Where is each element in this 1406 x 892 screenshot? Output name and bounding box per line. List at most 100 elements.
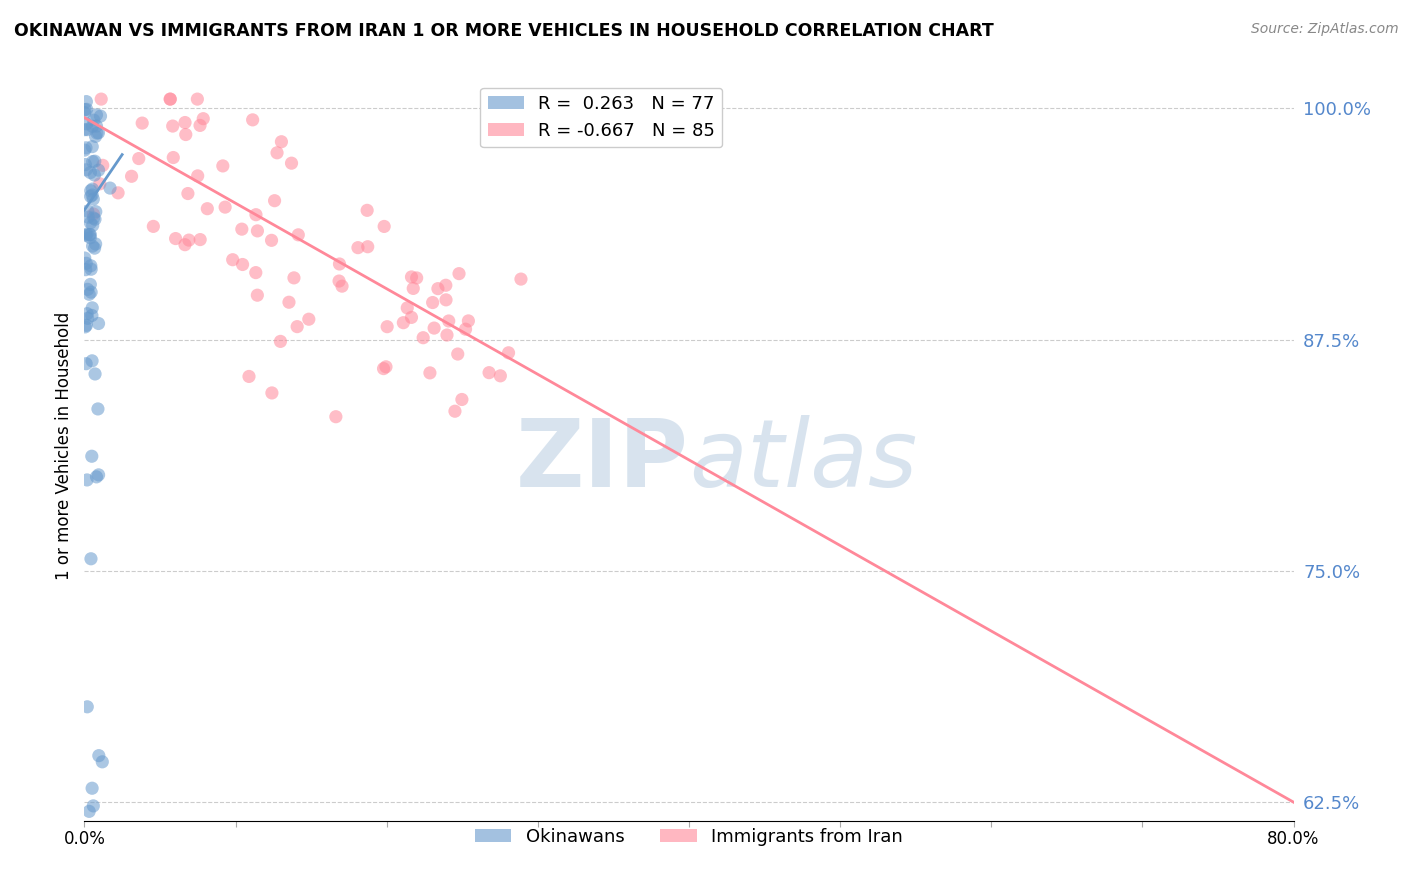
Point bbox=[75, 141, 97, 155]
Point bbox=[82, 188, 104, 202]
Point bbox=[330, 279, 353, 293]
Point bbox=[84, 212, 107, 227]
Point bbox=[422, 295, 444, 310]
Point bbox=[76, 282, 98, 296]
Point bbox=[174, 128, 197, 142]
Point bbox=[454, 322, 477, 336]
Point bbox=[451, 392, 474, 407]
Point bbox=[80, 259, 103, 273]
Point bbox=[434, 293, 457, 307]
Point bbox=[79, 227, 101, 242]
Point bbox=[80, 262, 103, 277]
Point bbox=[82, 301, 104, 315]
Point bbox=[73, 251, 96, 265]
Point bbox=[84, 204, 107, 219]
Point bbox=[75, 157, 97, 171]
Point bbox=[82, 120, 104, 134]
Point bbox=[437, 314, 460, 328]
Point bbox=[87, 126, 110, 140]
Point bbox=[73, 122, 96, 136]
Point bbox=[73, 105, 96, 120]
Point bbox=[447, 267, 470, 281]
Point bbox=[412, 331, 434, 345]
Point bbox=[347, 241, 370, 255]
Point bbox=[188, 119, 211, 133]
Point bbox=[373, 361, 395, 376]
Point bbox=[73, 143, 96, 157]
Point bbox=[80, 285, 103, 300]
Text: 80.0%: 80.0% bbox=[1267, 830, 1320, 848]
Point bbox=[426, 282, 449, 296]
Point bbox=[165, 231, 187, 245]
Point bbox=[232, 258, 254, 272]
Point bbox=[159, 92, 181, 106]
Point bbox=[211, 159, 233, 173]
Point bbox=[107, 186, 129, 200]
Point bbox=[75, 117, 97, 131]
Point bbox=[75, 95, 97, 109]
Point bbox=[79, 227, 101, 242]
Point bbox=[401, 269, 423, 284]
Point bbox=[356, 203, 378, 218]
Point bbox=[375, 359, 398, 374]
Point bbox=[79, 277, 101, 292]
Point bbox=[80, 449, 103, 463]
Point bbox=[162, 151, 184, 165]
Point bbox=[73, 103, 96, 117]
Point bbox=[76, 473, 98, 487]
Point bbox=[77, 805, 100, 819]
Point bbox=[76, 204, 98, 219]
Point bbox=[82, 239, 104, 253]
Point bbox=[76, 103, 98, 117]
Text: ZIP: ZIP bbox=[516, 415, 689, 507]
Point bbox=[80, 184, 103, 198]
Point bbox=[82, 139, 104, 153]
Point bbox=[75, 318, 97, 333]
Point bbox=[86, 470, 108, 484]
Point bbox=[193, 112, 215, 126]
Point bbox=[142, 219, 165, 234]
Point bbox=[186, 92, 208, 106]
Point bbox=[121, 169, 143, 184]
Point bbox=[82, 781, 104, 796]
Point bbox=[246, 288, 269, 302]
Point bbox=[80, 551, 103, 566]
Point bbox=[188, 233, 211, 247]
Point bbox=[423, 321, 446, 335]
Point bbox=[162, 119, 184, 133]
Point bbox=[447, 347, 470, 361]
Point bbox=[91, 755, 114, 769]
Point bbox=[76, 122, 98, 136]
Point bbox=[285, 319, 308, 334]
Point bbox=[87, 467, 110, 482]
Point bbox=[510, 272, 533, 286]
Point bbox=[478, 366, 501, 380]
Point bbox=[270, 135, 292, 149]
Point bbox=[89, 177, 111, 191]
Point bbox=[131, 116, 153, 130]
Point bbox=[266, 145, 288, 160]
Point bbox=[402, 281, 425, 295]
Point bbox=[86, 108, 108, 122]
Point bbox=[87, 401, 110, 416]
Point bbox=[245, 208, 267, 222]
Point bbox=[260, 386, 283, 401]
Point bbox=[283, 271, 305, 285]
Point bbox=[269, 334, 291, 349]
Point bbox=[83, 113, 105, 128]
Text: atlas: atlas bbox=[689, 416, 917, 507]
Point bbox=[91, 158, 114, 172]
Point bbox=[82, 154, 104, 169]
Point bbox=[82, 798, 104, 813]
Point bbox=[86, 119, 108, 133]
Point bbox=[375, 319, 398, 334]
Point bbox=[77, 287, 100, 301]
Point bbox=[84, 129, 107, 144]
Point bbox=[444, 404, 467, 418]
Point bbox=[436, 328, 458, 343]
Point bbox=[87, 163, 110, 178]
Point bbox=[76, 227, 98, 242]
Point bbox=[434, 278, 457, 293]
Point bbox=[76, 307, 98, 321]
Legend: Okinawans, Immigrants from Iran: Okinawans, Immigrants from Iran bbox=[468, 821, 910, 853]
